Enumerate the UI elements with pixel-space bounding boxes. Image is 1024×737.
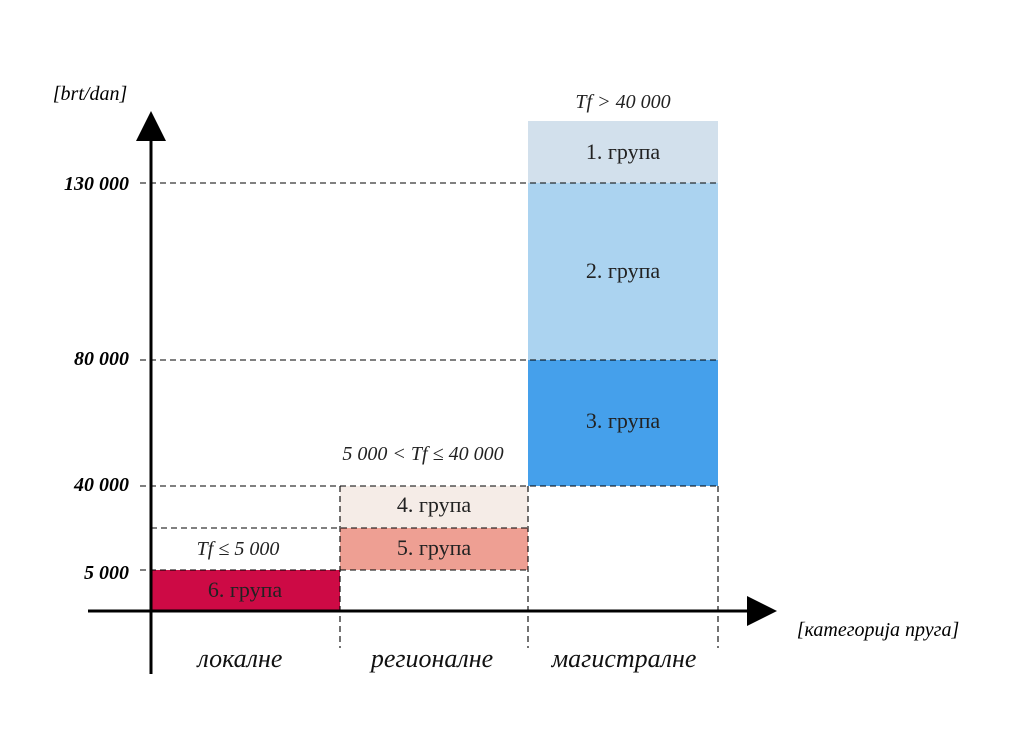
group-5-label: 5. група [397,535,472,560]
group-2-label: 2. група [586,258,661,283]
category-lokalne: локалне [196,644,283,673]
group-6-label: 6. група [208,577,283,602]
condition-regionalne: 5 000 < Tf ≤ 40 000 [342,443,503,465]
group-3-label: 3. група [586,408,661,433]
group-2-block [528,183,718,360]
condition-lokalne: Tf ≤ 5 000 [197,538,280,560]
group-6-block [151,570,340,611]
y-tick-80000: 80 000 [74,348,129,370]
group-3-block [528,360,718,486]
condition-magistralne: Tf > 40 000 [575,91,670,113]
group-1-block [528,121,718,183]
y-tick-130000: 130 000 [64,173,129,195]
group-4-block [340,486,528,528]
y-axis-label: [brt/dan] [53,83,127,105]
group-4-label: 4. група [397,492,472,517]
category-magistralne: магистралне [551,644,697,673]
x-axis-label: [категорија пруга] [797,619,960,641]
y-tick-40000: 40 000 [73,474,129,496]
y-tick-5000: 5 000 [84,562,129,584]
group-1-label: 1. група [586,139,661,164]
group-5-block [340,528,528,570]
category-regionalne: регионалне [369,644,493,673]
